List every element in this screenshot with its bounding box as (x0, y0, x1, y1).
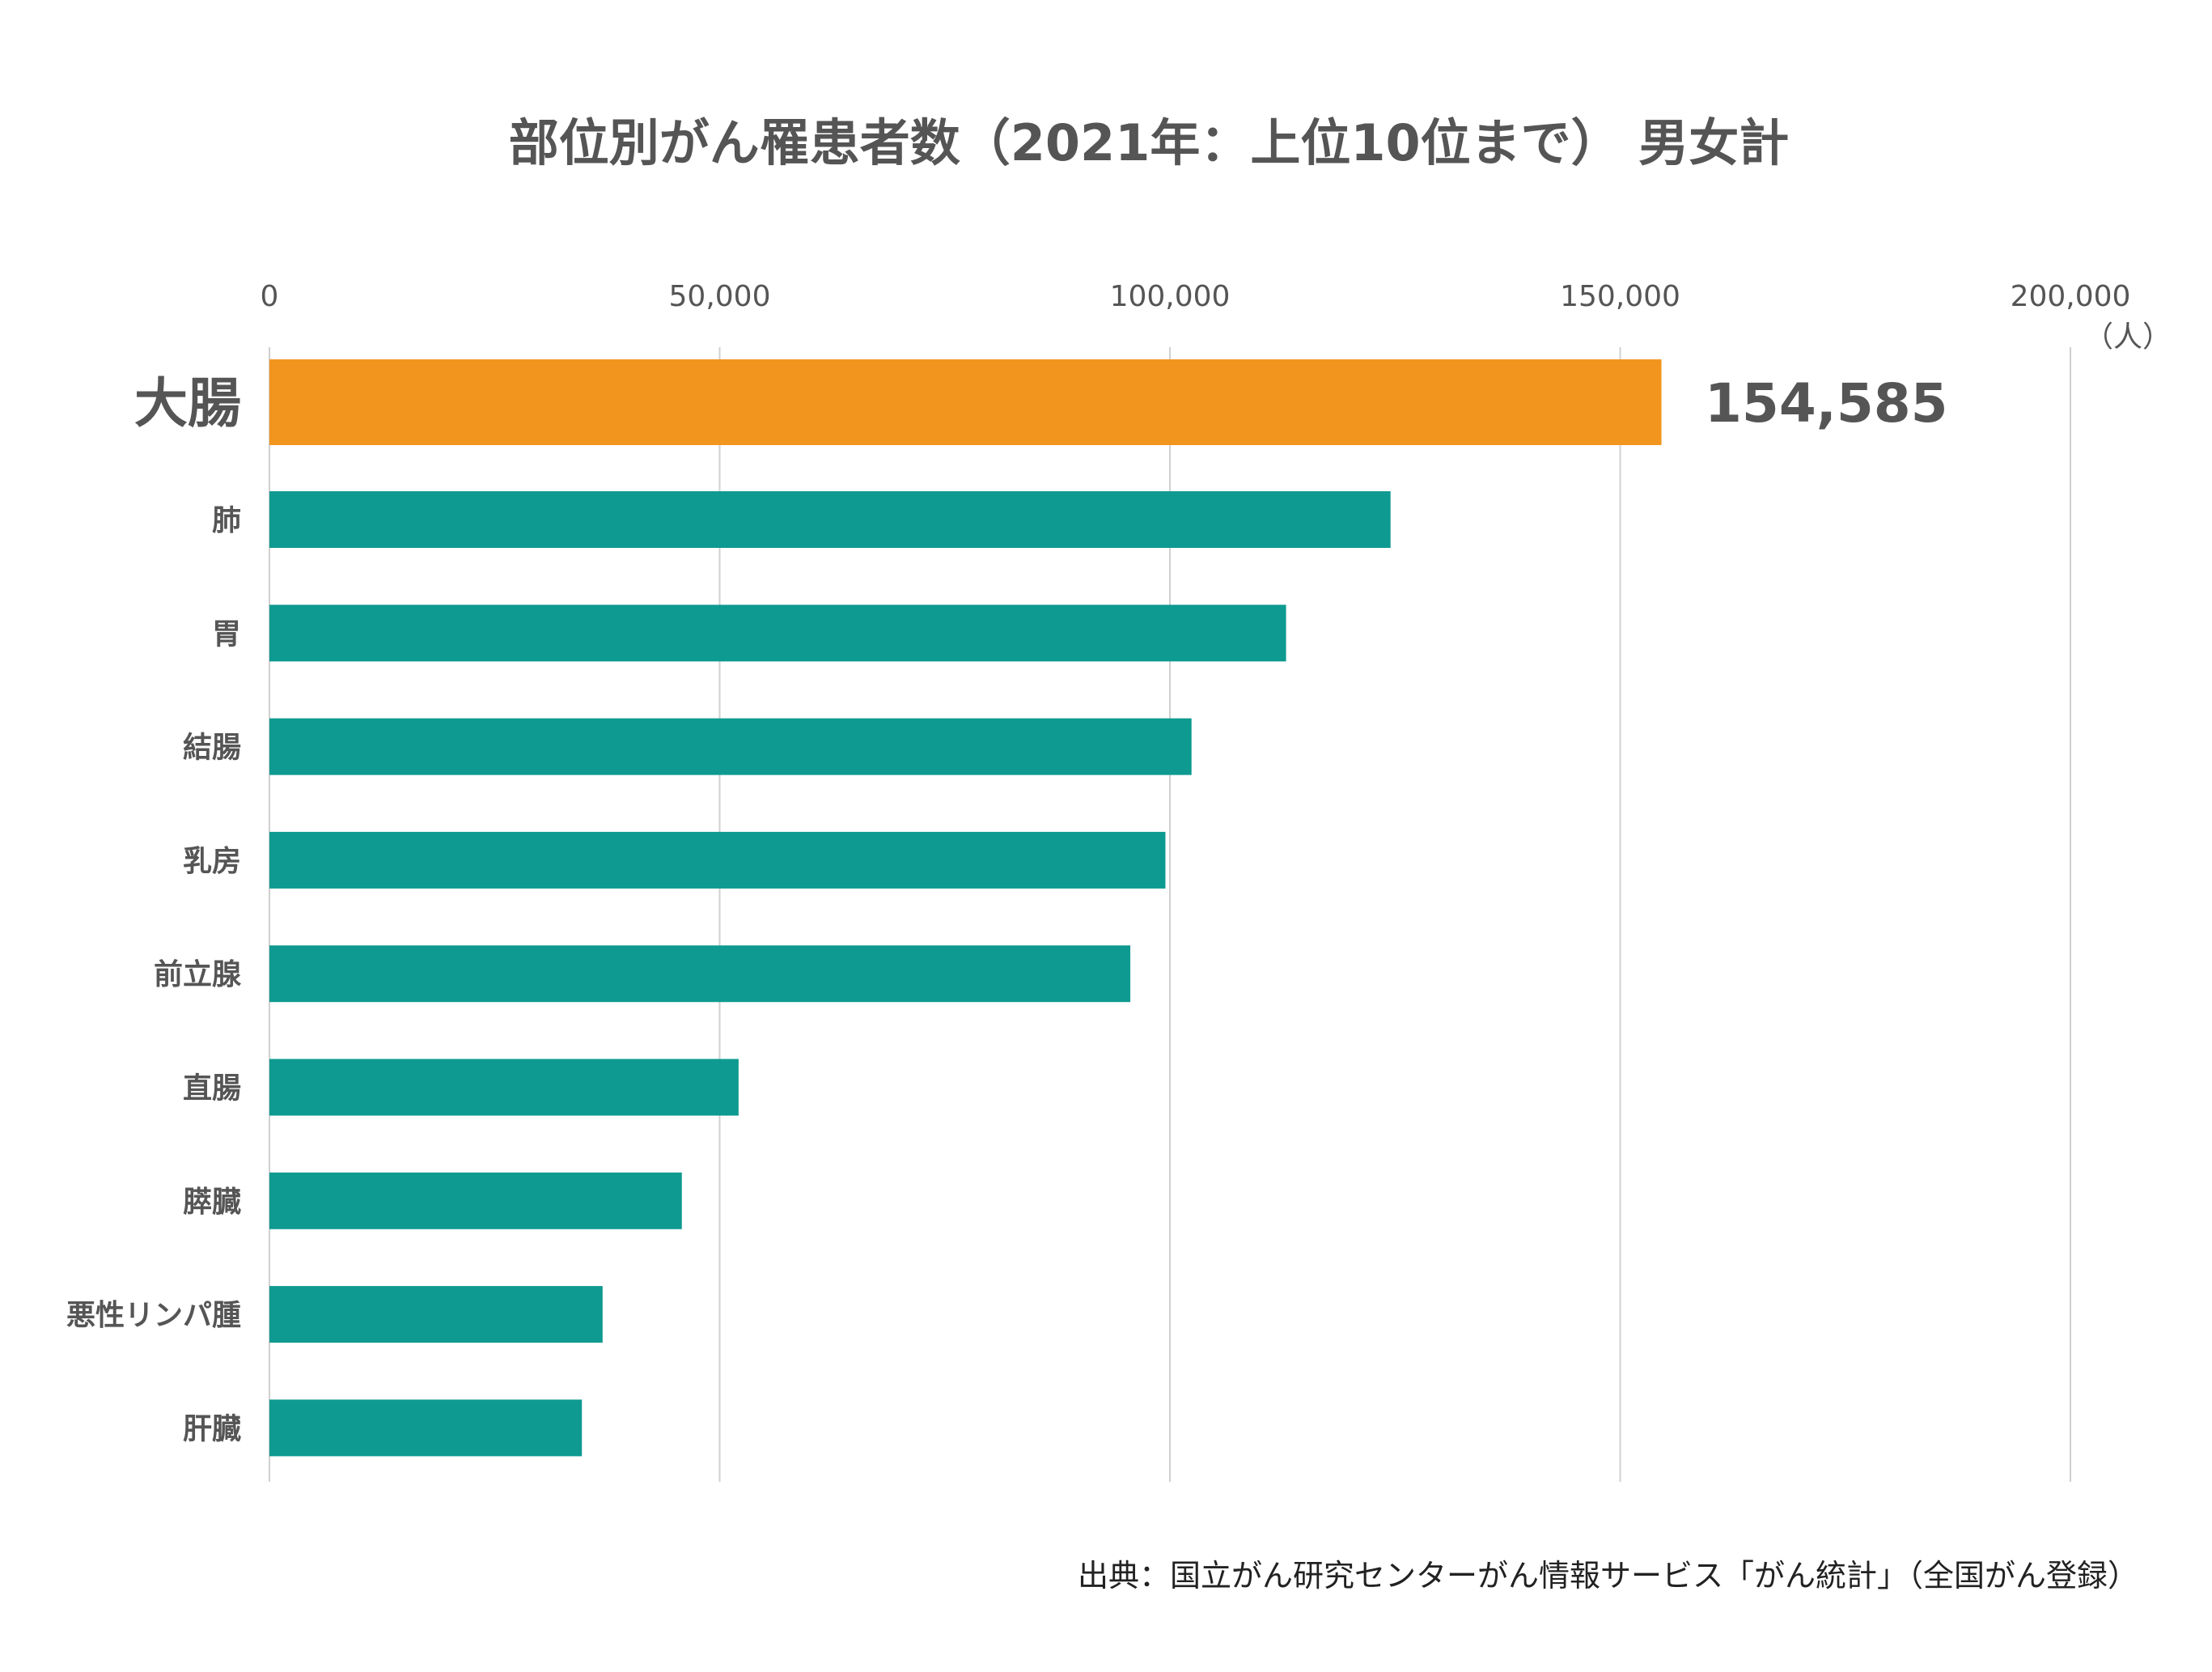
category-label: 結腸 (183, 732, 241, 765)
bar-大腸 (269, 359, 1662, 445)
source-note: 出典：国立がん研究センターがん情報サービス「がん統計」（全国がん登録） (1078, 1558, 2138, 1593)
data-label: 154,585 (1705, 372, 1948, 435)
x-tick-label: 150,000 (1560, 280, 1680, 313)
category-label: 膵臓 (183, 1186, 241, 1219)
x-tick-label: 200,000 (2011, 280, 2131, 313)
bar-胃 (269, 605, 1286, 662)
bar-肝臓 (269, 1399, 583, 1457)
unit-label: （人） (2084, 320, 2172, 354)
category-label: 前立腺 (154, 958, 242, 991)
bar-悪性リンパ腫 (269, 1286, 603, 1343)
bar-直腸 (269, 1059, 739, 1116)
bar-結腸 (269, 718, 1192, 775)
x-tick-label: 100,000 (1110, 280, 1231, 313)
chart-title: 部位別がん罹患者数（2021年：上位10位まで） 男女計 (509, 113, 1789, 172)
category-label: 肺 (212, 504, 241, 537)
category-label: 大腸 (134, 372, 241, 435)
x-tick-label: 0 (261, 280, 279, 313)
category-label: 乳房 (183, 845, 241, 878)
bar-前立腺 (269, 945, 1131, 1003)
bar-膵臓 (269, 1172, 682, 1229)
category-label: 直腸 (183, 1072, 241, 1105)
bar-乳房 (269, 831, 1166, 889)
bar-肺 (269, 491, 1391, 548)
category-label: 悪性リンパ腫 (66, 1299, 241, 1332)
category-label: 胃 (212, 617, 241, 651)
category-label: 肝臓 (183, 1412, 241, 1445)
x-tick-label: 50,000 (669, 280, 771, 313)
